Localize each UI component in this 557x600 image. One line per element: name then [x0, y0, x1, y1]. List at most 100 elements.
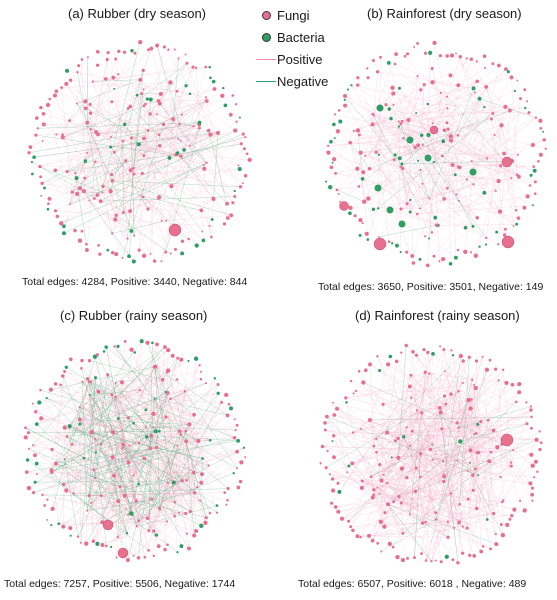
fungi-node [142, 104, 146, 108]
positive-edge [106, 347, 123, 383]
positive-edge [115, 396, 122, 554]
positive-edge [334, 75, 418, 139]
positive-edge [401, 459, 433, 504]
positive-edge [189, 128, 200, 146]
fungi-node [456, 459, 459, 462]
fungi-node [442, 479, 446, 484]
fungi-node [99, 443, 103, 446]
fungi-node [349, 525, 353, 529]
negative-edge [77, 366, 155, 537]
positive-edge [376, 438, 432, 562]
positive-edge [36, 423, 115, 476]
positive-edge [77, 193, 132, 232]
fungi-node [448, 73, 453, 78]
fungi-node [397, 120, 400, 123]
fungi-node [399, 122, 403, 126]
positive-edge [417, 205, 533, 215]
positive-edge [177, 358, 195, 415]
positive-edge [333, 408, 471, 436]
fungi-node [456, 83, 461, 88]
positive-edge [421, 412, 475, 556]
positive-edge [159, 126, 194, 146]
fungi-node [446, 535, 450, 539]
bacteria-node [104, 345, 108, 349]
positive-edge [409, 386, 445, 477]
fungi-node [79, 541, 82, 544]
fungi-node [475, 60, 479, 63]
fungi-node [497, 379, 500, 382]
positive-edge [330, 141, 403, 169]
negative-edge [189, 132, 219, 146]
positive-edge [422, 179, 467, 184]
fungi-node [86, 509, 88, 512]
fungi-node [415, 409, 418, 412]
fungi-node [333, 113, 337, 116]
fungi-node [399, 501, 403, 505]
positive-edge [376, 416, 532, 440]
positive-edge [398, 438, 474, 491]
positive-edge [368, 521, 460, 537]
fungi-node [225, 413, 230, 418]
bacteria-node [482, 190, 487, 195]
positive-edge [143, 196, 162, 221]
fungi-node [179, 433, 183, 436]
positive-edge [381, 480, 436, 513]
fungi-node [110, 100, 114, 104]
positive-edge [322, 446, 445, 477]
positive-edge [121, 382, 174, 483]
positive-edge [376, 452, 382, 481]
negative-edge [151, 435, 239, 441]
fungi-node [537, 159, 540, 163]
positive-edge [447, 513, 494, 522]
positive-edge [115, 396, 129, 418]
positive-edge [452, 355, 468, 471]
negative-edge [429, 88, 474, 199]
positive-edge [422, 391, 459, 524]
negative-edge [119, 482, 174, 487]
negative-edge [457, 401, 517, 461]
fungi-node [469, 251, 473, 254]
positive-edge [140, 79, 235, 197]
negative-edge [71, 346, 166, 445]
fungi-node [173, 48, 176, 51]
positive-edge [402, 81, 478, 122]
fungi-node [169, 252, 172, 255]
positive-edge [66, 436, 188, 534]
fungi-hub-node [168, 223, 182, 237]
positive-edge [487, 510, 525, 520]
positive-edge [143, 196, 204, 241]
positive-edge [333, 457, 449, 538]
positive-edge [398, 351, 414, 458]
fungi-node [378, 519, 383, 524]
positive-edge [352, 463, 394, 502]
positive-edge [369, 416, 532, 421]
fungi-node [211, 196, 216, 202]
fungi-node [149, 433, 154, 438]
positive-edge [66, 70, 91, 114]
positive-edge [425, 501, 503, 523]
positive-edge [393, 445, 411, 502]
negative-edge [86, 374, 108, 511]
fungi-node [85, 242, 88, 246]
positive-edge [138, 144, 207, 163]
fungi-node [510, 514, 514, 518]
fungi-node [439, 345, 442, 348]
positive-edge [368, 136, 452, 199]
positive-edge [352, 427, 459, 464]
bacteria-node [129, 511, 134, 516]
positive-edge [166, 215, 232, 221]
positive-edge [56, 91, 160, 135]
fungi-node [179, 154, 183, 158]
fungi-node [485, 236, 488, 240]
positive-edge [432, 368, 496, 445]
negative-edge [67, 138, 145, 172]
fungi-node [444, 402, 448, 406]
fungi-node [430, 66, 434, 71]
fungi-node [113, 345, 116, 348]
positive-edge [393, 93, 531, 186]
fungi-node [431, 122, 434, 125]
positive-edge [417, 160, 513, 215]
negative-edge [415, 439, 537, 492]
fungi-node [386, 502, 390, 507]
fungi-node [222, 222, 227, 226]
